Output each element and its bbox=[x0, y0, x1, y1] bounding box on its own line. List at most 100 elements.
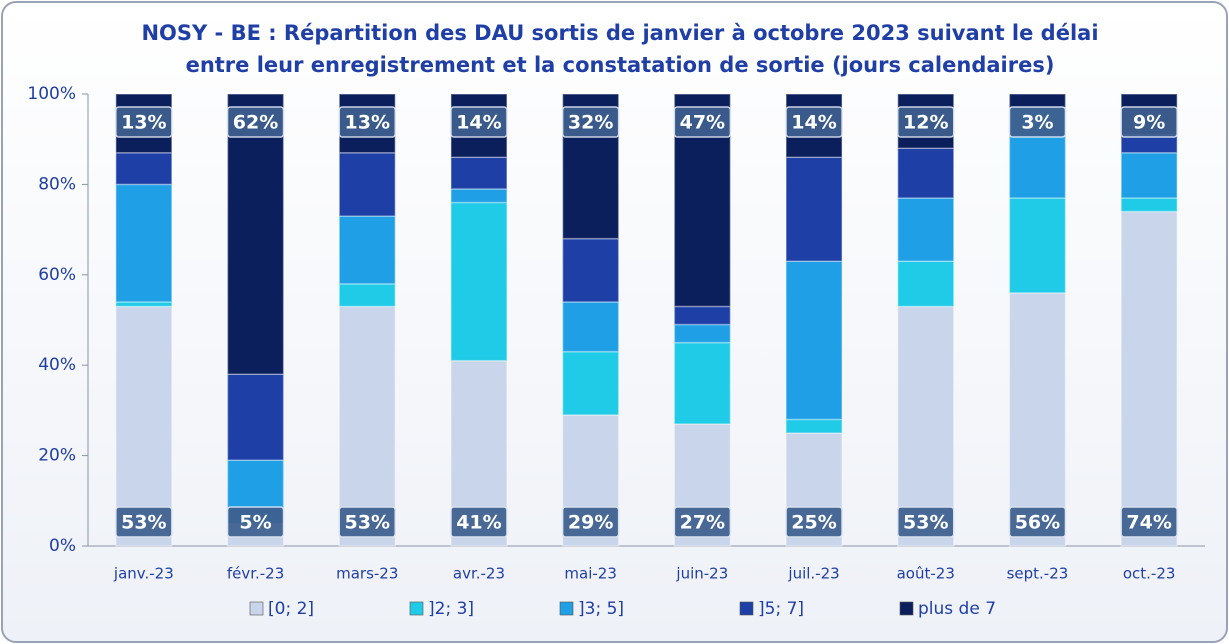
bar-segment bbox=[897, 147, 955, 199]
label-box bbox=[1120, 506, 1178, 538]
bar-segment bbox=[1008, 292, 1067, 547]
data-label: 53% bbox=[345, 512, 390, 534]
data-label: 53% bbox=[903, 512, 948, 534]
data-label: 74% bbox=[1126, 512, 1171, 534]
x-tick-label: juin-23 bbox=[675, 565, 728, 583]
data-label: 13% bbox=[345, 112, 390, 134]
legend-swatch bbox=[559, 601, 574, 616]
bar-segment bbox=[897, 305, 955, 547]
x-tick-label: oct.-23 bbox=[1123, 565, 1176, 583]
label-box bbox=[450, 106, 508, 138]
bar-segment bbox=[897, 260, 955, 308]
bar-segment bbox=[1120, 210, 1178, 547]
label-box bbox=[561, 506, 620, 538]
legend-label: ]2; 3] bbox=[428, 599, 474, 619]
label-box bbox=[226, 506, 285, 538]
bar-segment bbox=[226, 373, 285, 461]
bar-segment bbox=[561, 350, 620, 416]
label-box bbox=[450, 506, 508, 538]
bar-segment bbox=[561, 237, 620, 303]
chart-title: entre leur enregistrement et la constata… bbox=[186, 53, 1055, 77]
chart-title: NOSY - BE : Répartition des DAU sortis d… bbox=[141, 21, 1098, 45]
x-tick-label: févr.-23 bbox=[227, 565, 284, 583]
label-box bbox=[785, 506, 843, 538]
x-tick-label: mai-23 bbox=[564, 565, 616, 583]
bar-segment bbox=[1120, 152, 1178, 199]
data-label: 14% bbox=[456, 112, 501, 134]
y-tick-label: 60% bbox=[38, 265, 76, 285]
bar-segment bbox=[785, 260, 843, 421]
data-label: 56% bbox=[1015, 512, 1060, 534]
data-label: 25% bbox=[791, 512, 836, 534]
data-label: 47% bbox=[680, 112, 725, 134]
data-label: 62% bbox=[233, 112, 278, 134]
x-tick-label: janv.-23 bbox=[113, 565, 174, 583]
x-tick-label: sept.-23 bbox=[1007, 565, 1069, 583]
legend-swatch bbox=[739, 601, 754, 616]
bar-segment bbox=[115, 305, 173, 547]
label-box bbox=[1008, 506, 1067, 538]
legend-label: ]3; 5] bbox=[578, 599, 624, 619]
label-box bbox=[1008, 106, 1067, 138]
data-label: 29% bbox=[568, 512, 613, 534]
label-box bbox=[115, 106, 173, 138]
legend-swatch bbox=[899, 601, 914, 616]
y-tick-label: 100% bbox=[27, 84, 76, 104]
bar-segment bbox=[338, 283, 396, 308]
bar-segment bbox=[1008, 93, 1067, 109]
data-label: 12% bbox=[903, 112, 948, 134]
data-label: 3% bbox=[1021, 112, 1053, 134]
data-label: 5% bbox=[239, 512, 271, 534]
bar-segment bbox=[338, 215, 396, 285]
label-box bbox=[897, 106, 955, 138]
bar-segment bbox=[338, 152, 396, 217]
legend-swatch bbox=[409, 601, 424, 616]
y-tick-label: 80% bbox=[38, 174, 76, 194]
bar-segment bbox=[115, 183, 173, 303]
label-box bbox=[115, 506, 173, 538]
label-box bbox=[673, 506, 732, 538]
bar-segment bbox=[115, 152, 173, 186]
label-box bbox=[338, 506, 396, 538]
label-box bbox=[673, 106, 732, 138]
bar-segment bbox=[338, 305, 396, 547]
legend-label: ]5; 7] bbox=[758, 599, 804, 619]
label-box bbox=[1120, 106, 1178, 138]
bar-segment bbox=[897, 197, 955, 262]
legend-swatch bbox=[249, 601, 264, 616]
x-tick-label: mars-23 bbox=[336, 565, 398, 583]
bar-segment bbox=[1120, 197, 1178, 213]
legend-label: [0; 2] bbox=[268, 599, 314, 619]
data-label: 32% bbox=[568, 112, 613, 134]
data-label: 14% bbox=[791, 112, 836, 134]
bar-segment bbox=[450, 201, 508, 362]
data-label: 41% bbox=[456, 512, 501, 534]
bar-segment bbox=[1008, 197, 1067, 294]
label-box bbox=[785, 106, 843, 138]
x-tick-label: août-23 bbox=[897, 565, 955, 583]
bar-segment bbox=[673, 305, 732, 326]
label-box bbox=[338, 106, 396, 138]
y-tick-label: 40% bbox=[38, 355, 76, 375]
data-label: 27% bbox=[680, 512, 725, 534]
bar-segment bbox=[450, 188, 508, 204]
y-tick-label: 0% bbox=[49, 536, 76, 556]
bar-segment bbox=[673, 323, 732, 344]
legend-label: plus de 7 bbox=[918, 599, 996, 619]
label-box bbox=[897, 506, 955, 538]
bar-segment bbox=[673, 341, 732, 425]
bar-segment bbox=[785, 418, 843, 434]
label-box bbox=[561, 106, 620, 138]
bar-segment bbox=[450, 156, 508, 190]
data-label: 13% bbox=[121, 112, 166, 134]
bar-segment bbox=[226, 93, 285, 375]
bar-segment bbox=[785, 156, 843, 262]
x-tick-label: juil.-23 bbox=[787, 565, 839, 583]
x-tick-label: avr.-23 bbox=[453, 565, 505, 583]
data-label: 53% bbox=[121, 512, 166, 534]
data-label: 9% bbox=[1133, 112, 1165, 134]
label-box bbox=[226, 106, 285, 138]
bar-segment bbox=[561, 301, 620, 353]
bar-segment bbox=[115, 301, 173, 308]
